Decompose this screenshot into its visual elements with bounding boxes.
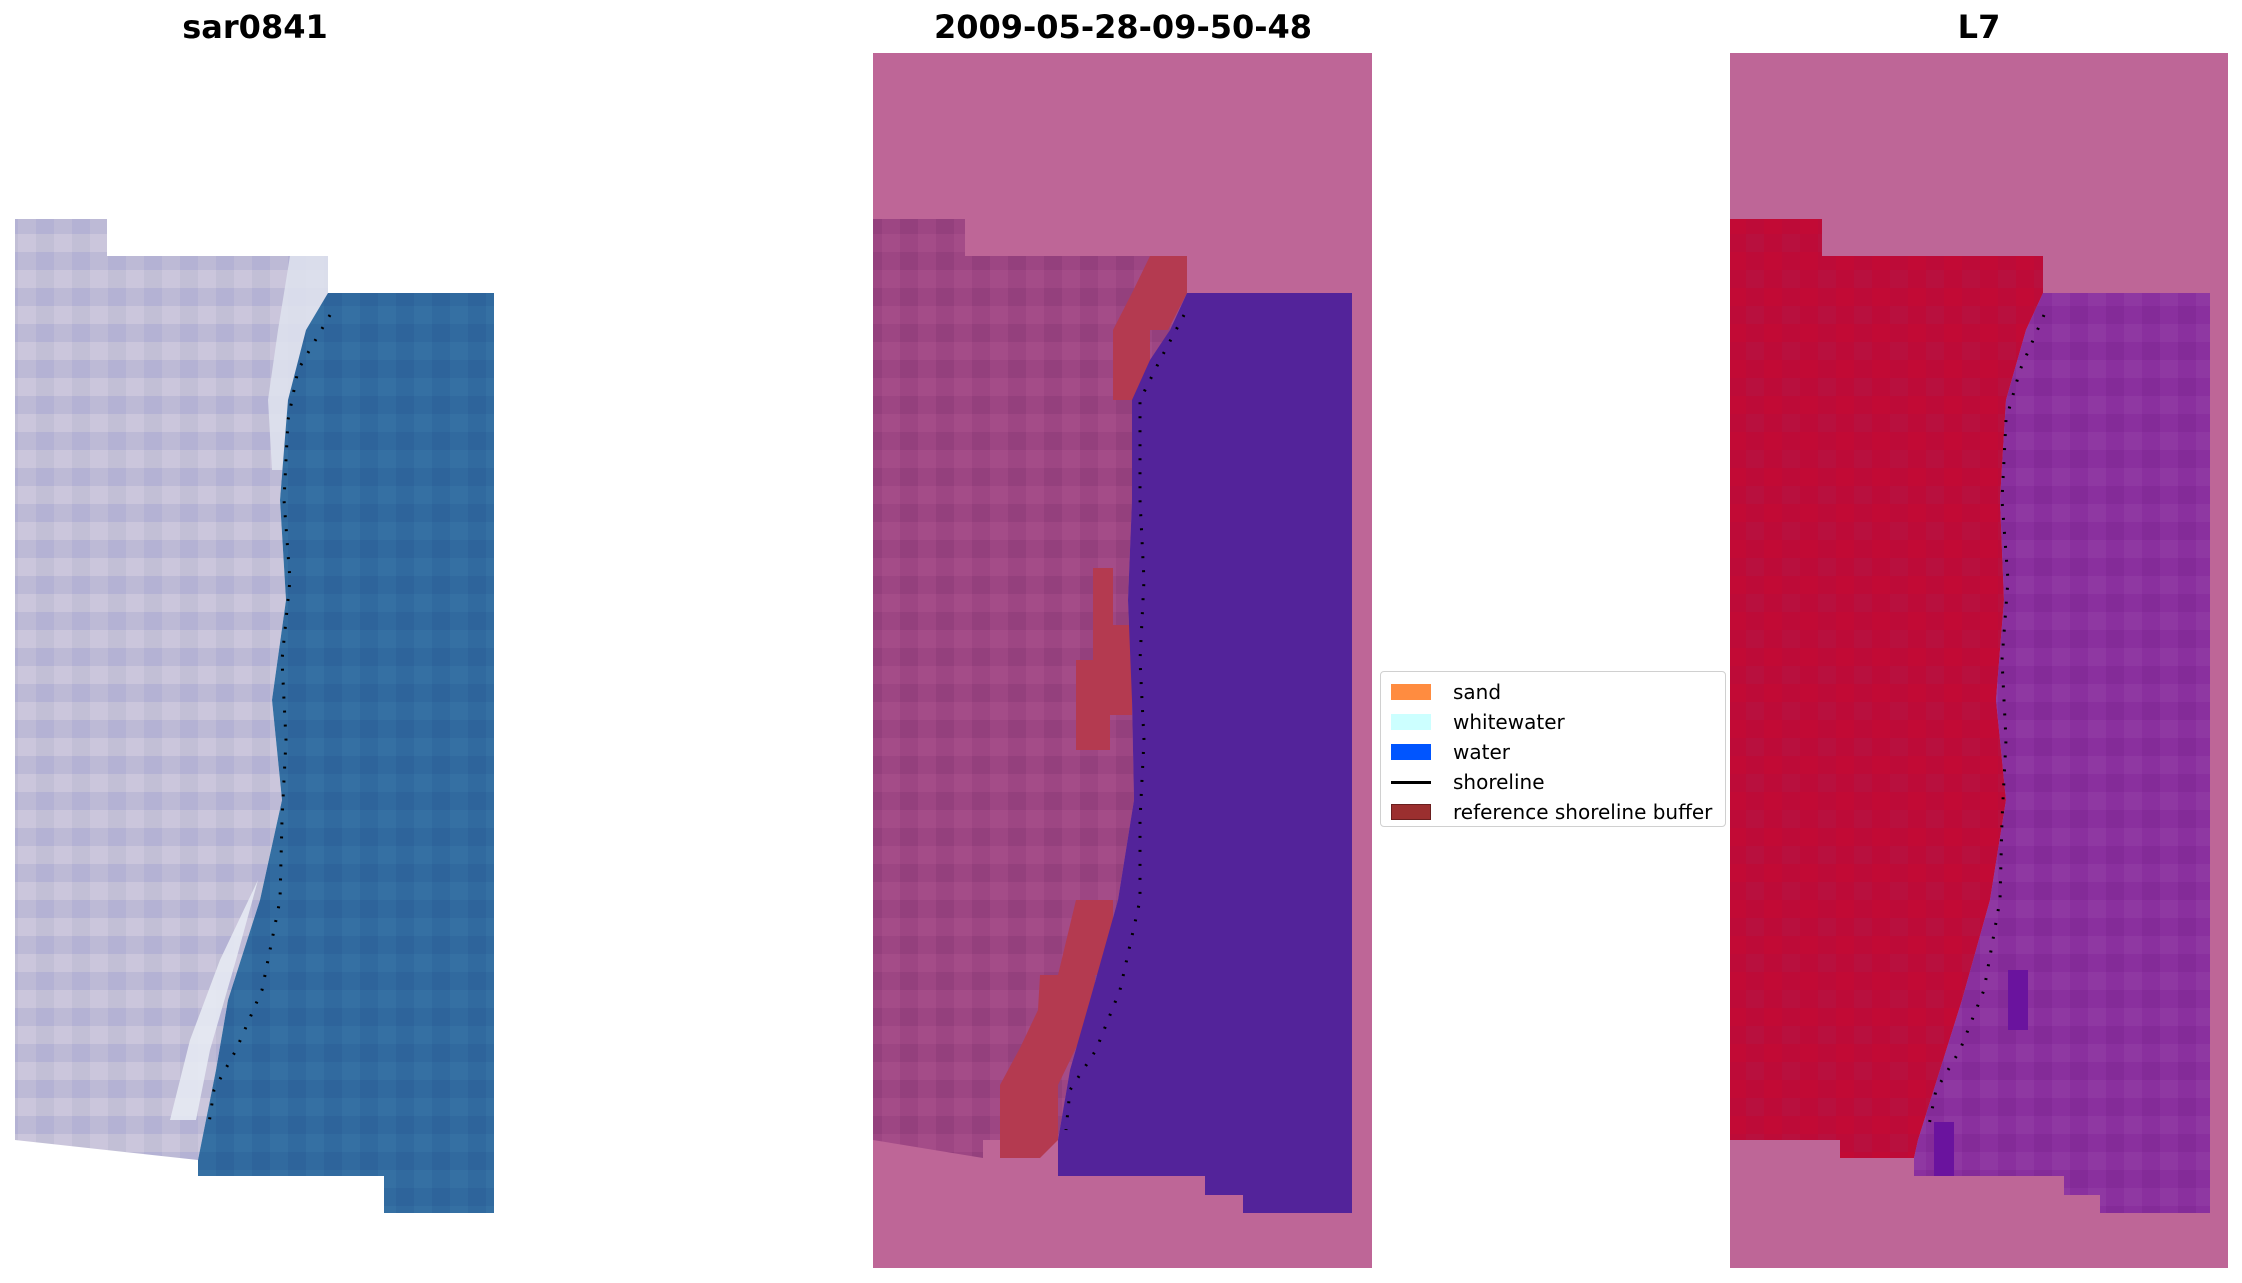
reference-shoreline-buffer-mid <box>1076 568 1132 750</box>
legend-label: shoreline <box>1453 770 1545 794</box>
panel-title-rgb: sar0841 <box>182 8 328 46</box>
water-area <box>198 293 494 1213</box>
legend-item-buffer: reference shoreline buffer <box>1391 797 1715 827</box>
rgb-image <box>15 219 494 1213</box>
shoreline <box>206 314 332 1131</box>
panel-title-classified: 2009-05-28-09-50-48 <box>933 8 1313 46</box>
index-image <box>1730 53 2228 1268</box>
land-area <box>15 219 328 1160</box>
legend-item-shoreline: shoreline <box>1391 767 1715 797</box>
shoreline-swatch <box>1391 780 1431 784</box>
water-swatch <box>1391 744 1431 760</box>
classified-image <box>873 53 1372 1268</box>
land-index <box>1730 219 2043 1158</box>
panel-title-index: L7 <box>1957 8 2001 46</box>
legend-item-water: water <box>1391 737 1715 767</box>
dark-water-patch-south <box>1934 1122 1954 1176</box>
sand-swatch <box>1391 684 1431 700</box>
reference-shoreline-buffer <box>1113 256 1187 400</box>
legend-label: whitewater <box>1453 710 1565 734</box>
legend-item-sand: sand <box>1391 677 1715 707</box>
reference-shoreline-buffer-south <box>1000 900 1113 1158</box>
dark-water-patch <box>2008 970 2028 1030</box>
legend-label: water <box>1453 740 1510 764</box>
buffer-swatch <box>1391 804 1431 820</box>
water-class <box>1058 293 1352 1213</box>
beach-whitewater-south <box>170 880 258 1120</box>
legend-item-whitewater: whitewater <box>1391 707 1715 737</box>
legend-label: sand <box>1453 680 1502 704</box>
whitewater-swatch <box>1391 714 1431 730</box>
water-index <box>1914 293 2210 1213</box>
legend: sand whitewater water shoreline referenc… <box>1380 671 1726 827</box>
legend-label: reference shoreline buffer <box>1453 800 1713 824</box>
